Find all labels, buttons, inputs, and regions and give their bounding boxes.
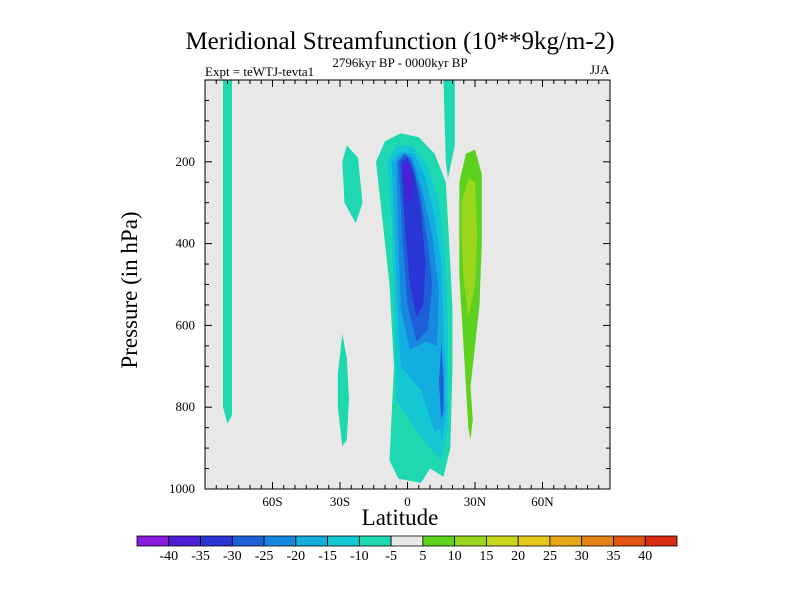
x-tick-label: 30N <box>464 494 487 509</box>
colorbar-swatch <box>549 535 583 547</box>
colorbar-label: -30 <box>223 549 242 564</box>
colorbar-swatch <box>390 535 424 547</box>
time-range-label: 2796kyr BP - 0000kyr BP <box>332 55 468 70</box>
colorbar-label: -20 <box>286 549 305 564</box>
colorbar-swatch <box>517 535 551 547</box>
colorbar-label: 20 <box>511 549 525 564</box>
colorbar-label: 35 <box>606 549 620 564</box>
y-tick-label: 200 <box>176 154 196 169</box>
colorbar-label: -5 <box>385 549 397 564</box>
colorbar-label: 40 <box>638 549 652 564</box>
colorbar-swatch <box>200 535 233 547</box>
season-label: JJA <box>590 62 610 77</box>
colorbar-swatch <box>644 535 678 547</box>
contour-region-hadley-cell-lower-branch-b <box>439 341 444 420</box>
colorbar-label: 30 <box>575 549 589 564</box>
y-tick-label: 400 <box>176 236 196 251</box>
colorbar-label: -15 <box>318 549 337 564</box>
colorbar-label: 15 <box>479 549 493 564</box>
colorbar-swatch <box>136 535 170 547</box>
colorbar-swatch <box>168 535 201 547</box>
x-tick-label: 30S <box>330 494 350 509</box>
contour-region-northern-subtropic-band <box>443 80 455 179</box>
contour-region-southern-midlat-lower-cell <box>337 333 349 447</box>
colorbar-swatch <box>486 535 519 547</box>
y-tick-label: 600 <box>176 317 196 332</box>
x-tick-label: 0 <box>404 494 411 509</box>
colorbar-swatch <box>454 535 487 547</box>
colorbar-label: 10 <box>448 549 462 564</box>
contour-region-hadley-cell-level-35 <box>403 159 412 203</box>
colorbar-swatch <box>581 535 614 547</box>
y-tick-label: 1000 <box>169 481 195 496</box>
colorbar-label: -10 <box>350 549 369 564</box>
y-tick-label: 800 <box>176 399 196 414</box>
chart-title: Meridional Streamfunction (10**9kg/m-2) <box>185 28 615 55</box>
colorbar-label: 5 <box>419 549 426 564</box>
colorbar-swatch <box>231 535 265 547</box>
x-tick-label: 60N <box>531 494 554 509</box>
x-axis-label: Latitude <box>361 505 439 530</box>
contour-region-southern-midlat-upper-cell <box>342 145 363 224</box>
colorbar-swatch <box>613 535 646 547</box>
colorbar-label: 25 <box>543 549 557 564</box>
colorbar-swatch <box>295 535 328 547</box>
experiment-label: Expt = teWTJ-tevta1 <box>205 64 315 79</box>
colorbar-label: -25 <box>255 549 274 564</box>
x-tick-label: 60S <box>262 494 282 509</box>
contour-region-northern-positive-cell-inner <box>461 178 478 318</box>
colorbar-swatch <box>422 535 456 547</box>
colorbar-swatch <box>358 535 392 547</box>
colorbar-swatch <box>263 535 297 547</box>
colorbar-label: -40 <box>159 549 178 564</box>
colorbar-swatch <box>327 535 360 547</box>
contour-region-southern-polar-band <box>223 80 232 424</box>
colorbar-label: -35 <box>191 549 210 564</box>
